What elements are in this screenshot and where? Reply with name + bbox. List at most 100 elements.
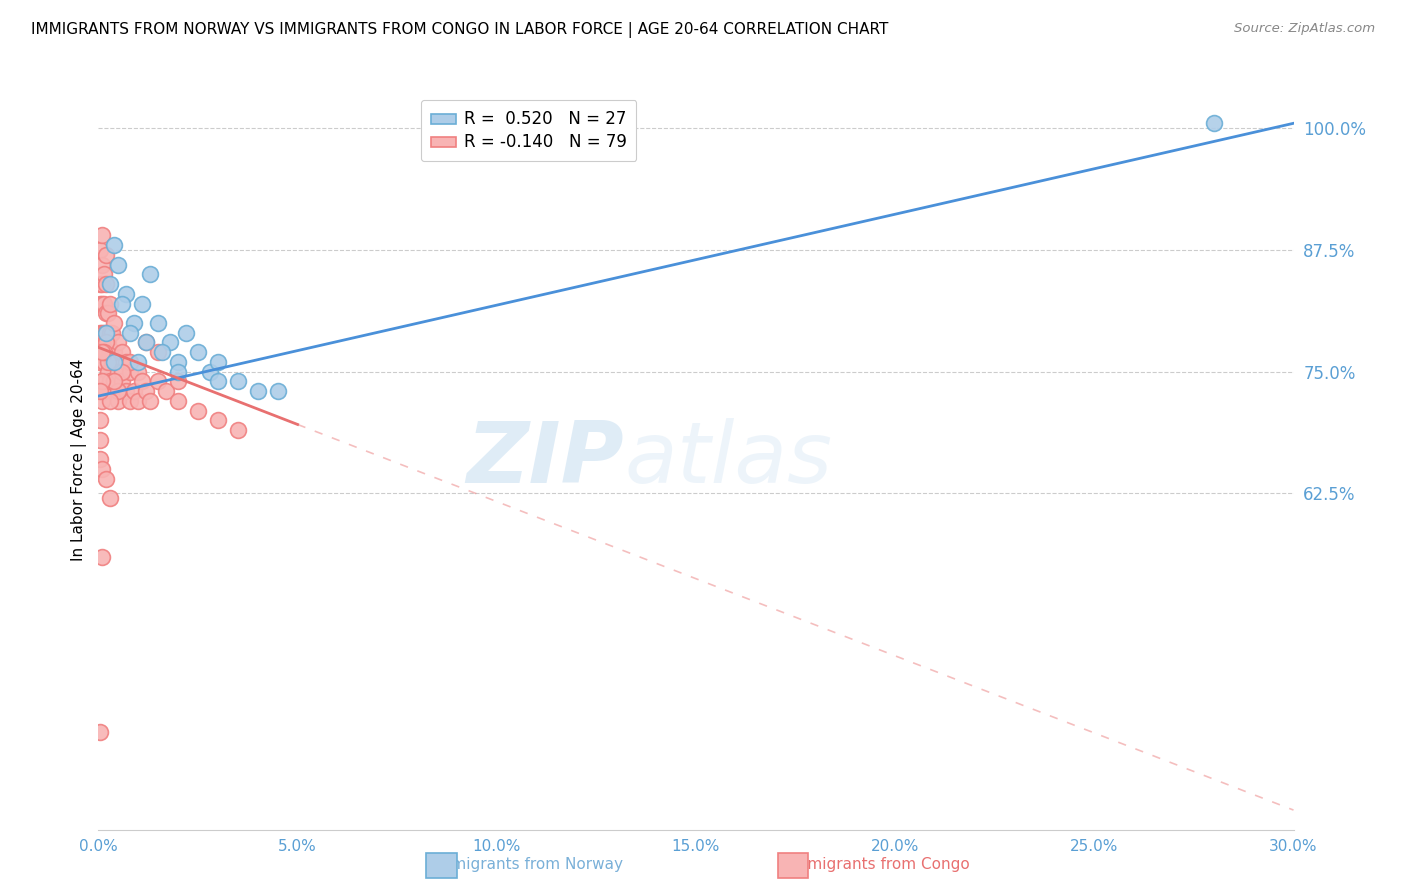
Point (103, 375, 125, 389)
Point (131, 375, 153, 389)
Point (103, 375, 125, 389)
Point (91, 462, 114, 476)
Point (150, 345, 173, 359)
Point (98, 326, 122, 340)
Point (207, 413, 229, 427)
Point (96, 248, 118, 262)
Point (187, 345, 209, 359)
Point (124, 384, 146, 399)
Point (167, 365, 190, 379)
Point (93, 384, 115, 399)
Point (139, 268, 162, 282)
Point (91, 375, 114, 389)
Point (246, 384, 269, 399)
Text: IMMIGRANTS FROM NORWAY VS IMMIGRANTS FROM CONGO IN LABOR FORCE | AGE 20-64 CORRE: IMMIGRANTS FROM NORWAY VS IMMIGRANTS FRO… (31, 22, 889, 38)
Point (89, 296, 111, 310)
Point (91, 277, 114, 291)
Point (96, 345, 118, 359)
Point (89, 243, 111, 257)
Point (91, 549, 114, 564)
Point (89, 433, 111, 447)
Point (111, 375, 134, 389)
Point (111, 296, 134, 310)
Point (127, 355, 149, 369)
Point (93, 268, 115, 282)
Point (198, 365, 221, 379)
Point (98, 277, 122, 291)
Point (167, 375, 190, 389)
Point (148, 316, 170, 330)
Point (107, 393, 129, 408)
Point (115, 355, 138, 369)
Point (89, 355, 111, 369)
Point (91, 258, 114, 272)
Point (167, 393, 190, 408)
Point (96, 335, 118, 350)
Point (120, 365, 142, 379)
Text: ZIP: ZIP (467, 417, 624, 501)
Point (98, 296, 122, 310)
Point (98, 393, 122, 408)
Point (103, 345, 125, 359)
Point (103, 238, 125, 252)
Text: atlas: atlas (624, 417, 832, 501)
Point (111, 345, 134, 359)
Legend: R =  0.520   N = 27, R = -0.140   N = 79: R = 0.520 N = 27, R = -0.140 N = 79 (420, 100, 637, 161)
Point (98, 375, 122, 389)
Point (93, 345, 115, 359)
Point (1202, 116, 1225, 130)
Point (98, 345, 122, 359)
Point (89, 384, 111, 399)
Point (91, 296, 114, 310)
Point (127, 365, 149, 379)
Point (97, 306, 120, 320)
Point (120, 393, 142, 408)
Point (97, 365, 120, 379)
Point (135, 335, 157, 350)
Point (93, 296, 115, 310)
Point (91, 375, 114, 389)
Point (101, 355, 124, 369)
Point (89, 326, 111, 340)
Point (91, 228, 114, 243)
Point (96, 375, 118, 389)
Point (127, 393, 149, 408)
Text: Immigrants from Congo: Immigrants from Congo (787, 857, 970, 872)
Point (159, 335, 181, 350)
Point (96, 472, 118, 486)
Point (115, 286, 138, 301)
Point (226, 375, 249, 389)
Point (97, 335, 120, 350)
Text: Source: ZipAtlas.com: Source: ZipAtlas.com (1234, 22, 1375, 36)
Point (96, 326, 118, 340)
Point (174, 326, 197, 340)
Point (187, 403, 209, 417)
Point (89, 725, 111, 739)
Point (96, 306, 118, 320)
Point (93, 326, 115, 340)
Point (89, 452, 111, 467)
Point (91, 326, 114, 340)
Point (97, 355, 120, 369)
Point (89, 277, 111, 291)
Point (103, 355, 125, 369)
Point (91, 393, 114, 408)
Point (207, 375, 229, 389)
Point (267, 384, 290, 399)
Y-axis label: In Labor Force | Age 20-64: In Labor Force | Age 20-64 (72, 359, 87, 560)
Text: Immigrants from Norway: Immigrants from Norway (432, 857, 623, 872)
Point (124, 316, 146, 330)
Point (155, 384, 177, 399)
Point (101, 326, 124, 340)
Point (107, 365, 129, 379)
Point (120, 326, 142, 340)
Point (148, 345, 170, 359)
Point (107, 384, 129, 399)
Point (103, 316, 125, 330)
Point (135, 384, 157, 399)
Point (91, 345, 114, 359)
Point (139, 393, 162, 408)
Point (93, 355, 115, 369)
Point (98, 491, 122, 506)
Point (207, 355, 229, 369)
